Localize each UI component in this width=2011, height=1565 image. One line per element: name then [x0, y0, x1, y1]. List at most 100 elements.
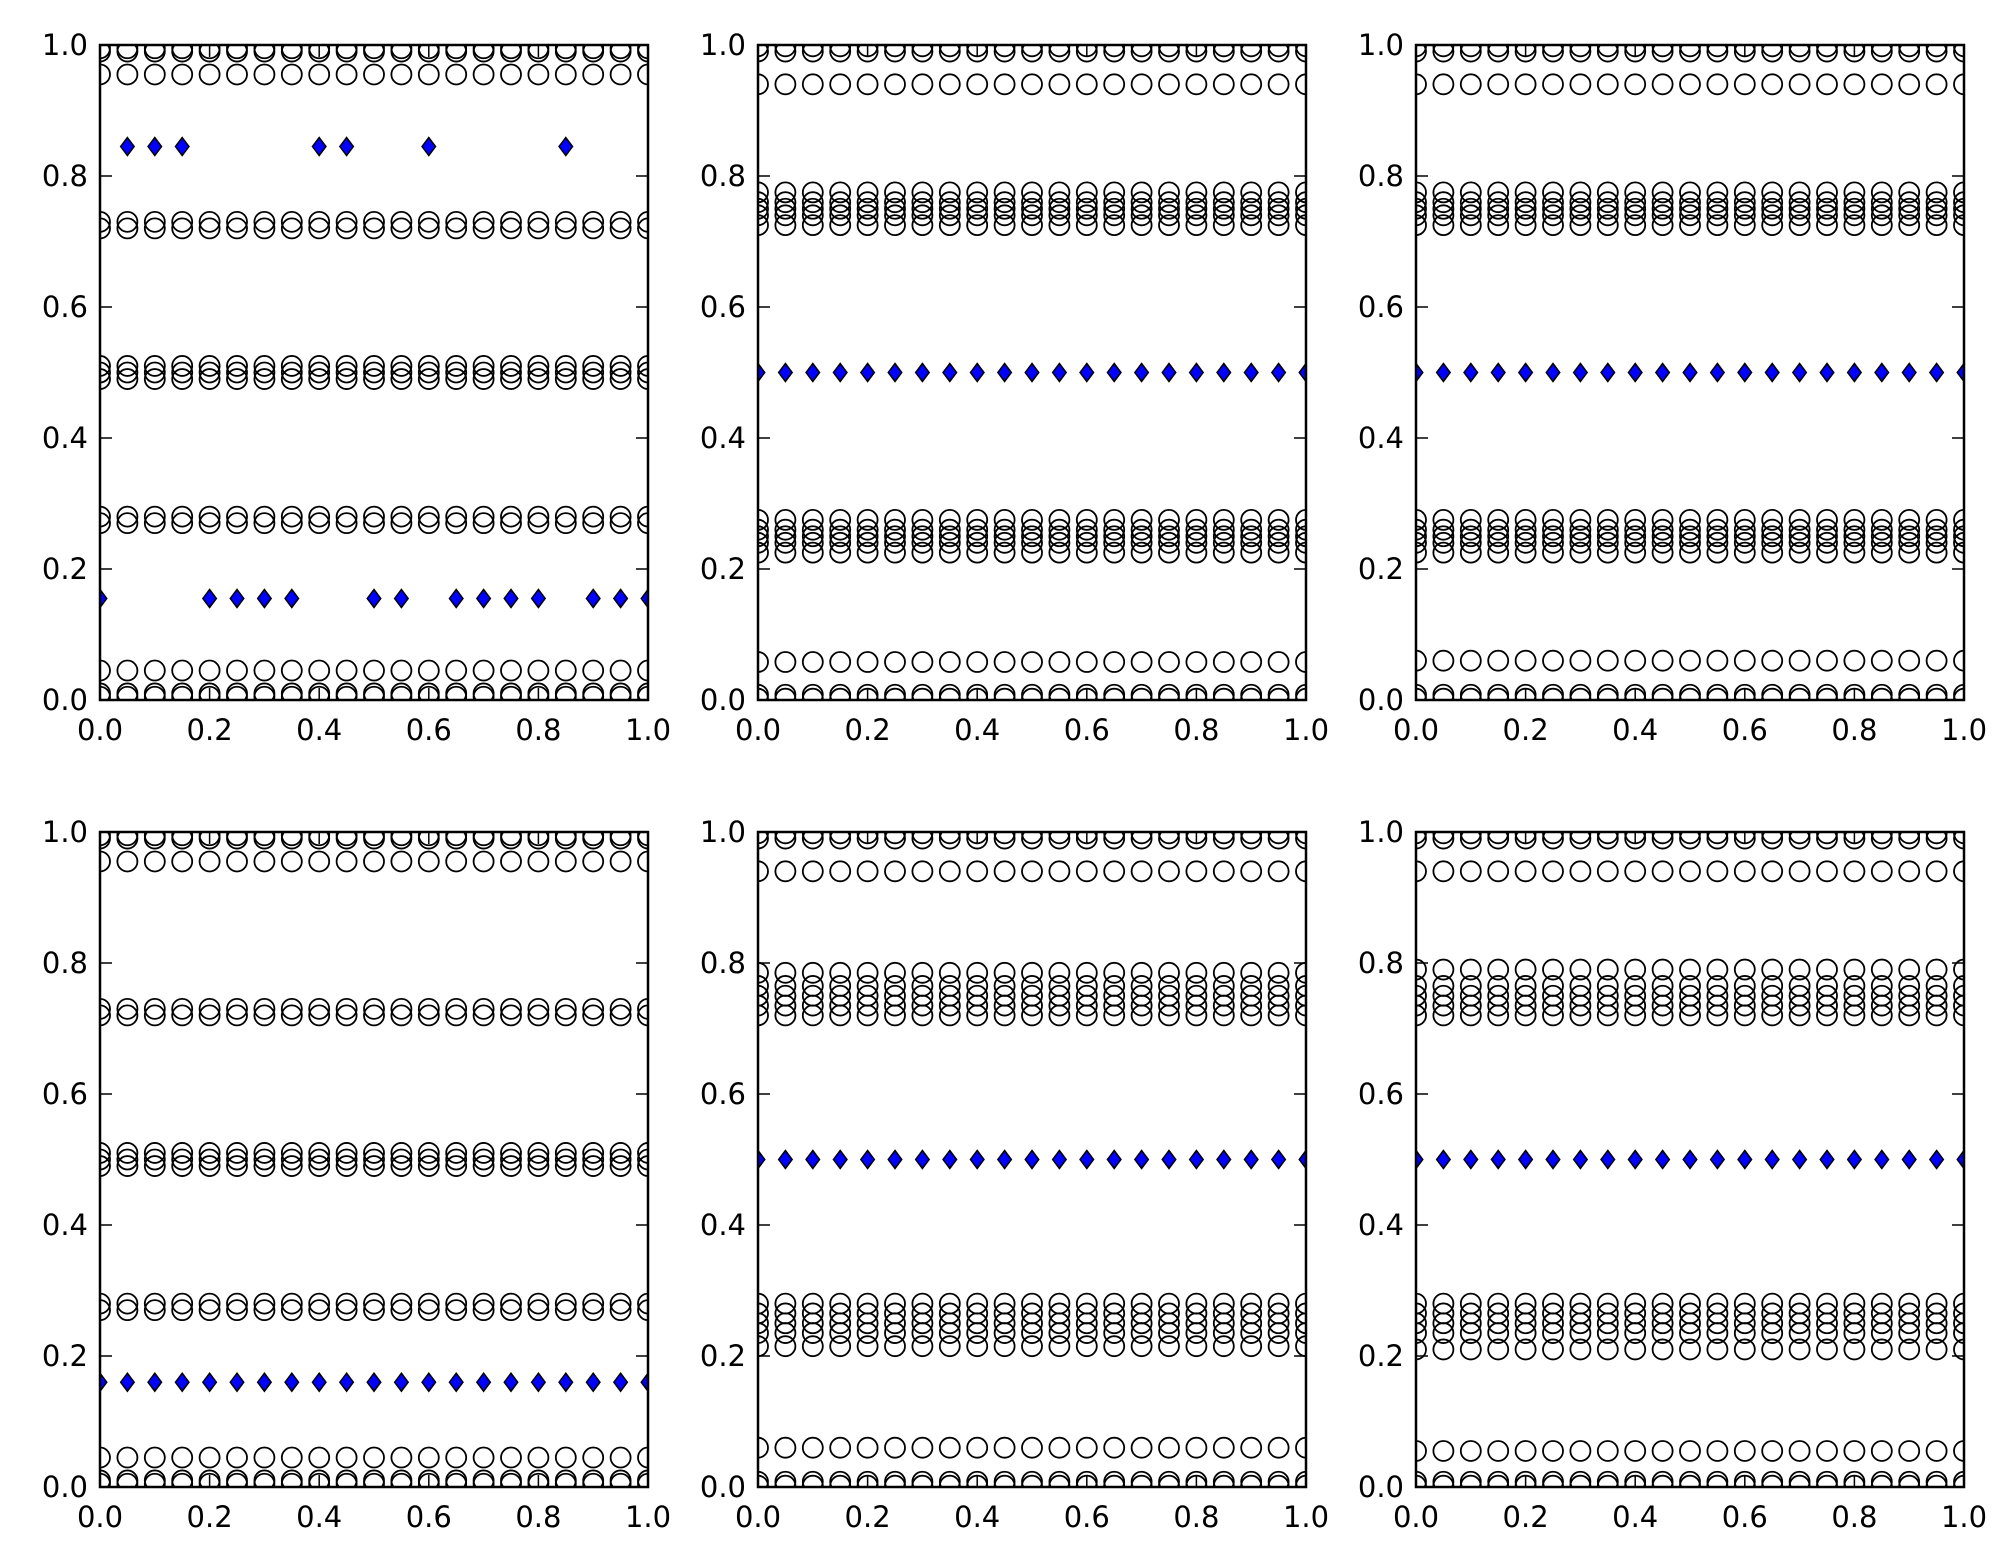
circle-marker: [1569, 214, 1592, 237]
circle-marker: [1953, 958, 1964, 981]
circle-marker: [1459, 518, 1482, 541]
circle-marker: [1651, 860, 1674, 883]
axes-frame: [98, 43, 650, 702]
circle-marker: [801, 984, 824, 1007]
circle-marker: [1651, 683, 1674, 700]
circle-marker: [417, 1004, 440, 1027]
circle-marker: [1542, 984, 1564, 1007]
circle-marker: [801, 518, 824, 541]
circle-marker: [1416, 832, 1427, 850]
circle-marker: [1487, 181, 1510, 204]
circle-marker: [1679, 197, 1701, 220]
circle-marker: [1925, 649, 1948, 672]
circle-marker: [774, 45, 797, 58]
circle-marker: [280, 1155, 303, 1177]
circle-marker: [1459, 541, 1482, 564]
circle-marker: [1816, 1470, 1838, 1487]
circle-marker: [1487, 975, 1510, 997]
circle-marker: [100, 512, 111, 535]
circle-marker: [1679, 860, 1701, 883]
circle-marker: [637, 210, 648, 233]
circle-marker: [1788, 45, 1811, 58]
circle-marker: [363, 682, 385, 700]
circle-marker: [1788, 45, 1811, 63]
circle-marker: [363, 63, 385, 86]
circle-marker: [500, 1004, 522, 1027]
circle-marker: [1267, 204, 1290, 227]
circle-marker: [445, 1446, 468, 1469]
circle-marker: [1816, 197, 1838, 220]
circle-marker: [1788, 832, 1811, 845]
x-tick-label: 0.4: [1612, 713, 1658, 747]
circle-marker: [609, 368, 632, 390]
circle-marker: [1569, 531, 1592, 554]
circle-marker: [500, 1148, 522, 1171]
circle-marker: [774, 197, 797, 220]
circle-marker: [143, 1155, 166, 1177]
circle-marker: [1816, 525, 1838, 548]
circle-marker: [1761, 204, 1784, 227]
circle-marker: [1240, 984, 1263, 1007]
x-tick-label: 0.8: [515, 713, 561, 747]
circle-marker: [856, 1335, 879, 1358]
circle-marker: [1432, 1338, 1455, 1361]
circle-marker: [253, 1299, 276, 1322]
circle-marker: [1953, 73, 1964, 96]
circle-marker: [1103, 1292, 1126, 1315]
circle-marker: [554, 355, 577, 377]
circle-marker: [445, 1155, 468, 1177]
circle-marker: [472, 505, 495, 528]
circle-marker: [1514, 204, 1537, 227]
circle-marker: [1048, 832, 1071, 850]
circle-marker: [609, 832, 632, 847]
circle-marker: [1596, 204, 1619, 227]
circle-marker: [1295, 508, 1306, 531]
circle-marker: [554, 1004, 577, 1027]
circle-marker: [1542, 191, 1564, 214]
circle-marker: [1816, 45, 1838, 58]
circle-marker: [1158, 651, 1180, 673]
circle-marker: [1267, 683, 1290, 700]
circle-marker: [1185, 45, 1208, 63]
diamond-marker: [1298, 362, 1306, 383]
circle-marker: [554, 45, 577, 60]
circle-marker: [253, 355, 276, 377]
circle-marker: [554, 361, 577, 384]
circle-marker: [609, 1469, 632, 1487]
circle-marker: [1706, 649, 1729, 672]
circle-marker: [1870, 197, 1893, 220]
y-tick-label: 1.0: [42, 28, 88, 62]
circle-marker: [554, 1299, 577, 1322]
x-tick-label: 0.8: [1173, 1500, 1219, 1534]
circle-marker: [1459, 649, 1482, 672]
circle-marker: [1788, 1470, 1811, 1487]
circle-marker: [966, 197, 989, 220]
circle-marker: [100, 1155, 111, 1177]
circle-marker: [582, 1148, 605, 1171]
circle-marker: [1843, 984, 1866, 1007]
circle-marker: [100, 217, 111, 240]
diamond-marker: [1416, 362, 1424, 383]
circle-marker: [1651, 73, 1674, 96]
circle-marker: [801, 531, 824, 554]
diamond-marker: [119, 1371, 136, 1393]
circle-marker: [335, 217, 358, 240]
circle-marker: [417, 832, 440, 847]
circle-marker: [500, 1292, 522, 1315]
circle-marker: [527, 1155, 550, 1177]
circle-marker: [554, 63, 577, 86]
circle-marker: [1416, 1302, 1427, 1325]
circle-marker: [1651, 832, 1674, 845]
circle-marker: [417, 1148, 440, 1171]
circle-marker: [609, 45, 632, 60]
circle-marker: [758, 508, 769, 531]
circle-marker: [938, 832, 961, 850]
y-tick-label: 0.0: [42, 683, 88, 717]
diamond-marker: [942, 362, 958, 383]
circle-marker: [171, 368, 194, 390]
circle-marker: [1953, 181, 1964, 204]
circle-marker: [363, 505, 385, 528]
circle-marker: [1679, 975, 1701, 997]
circle-marker: [226, 361, 248, 384]
circle-marker: [1761, 1338, 1784, 1361]
